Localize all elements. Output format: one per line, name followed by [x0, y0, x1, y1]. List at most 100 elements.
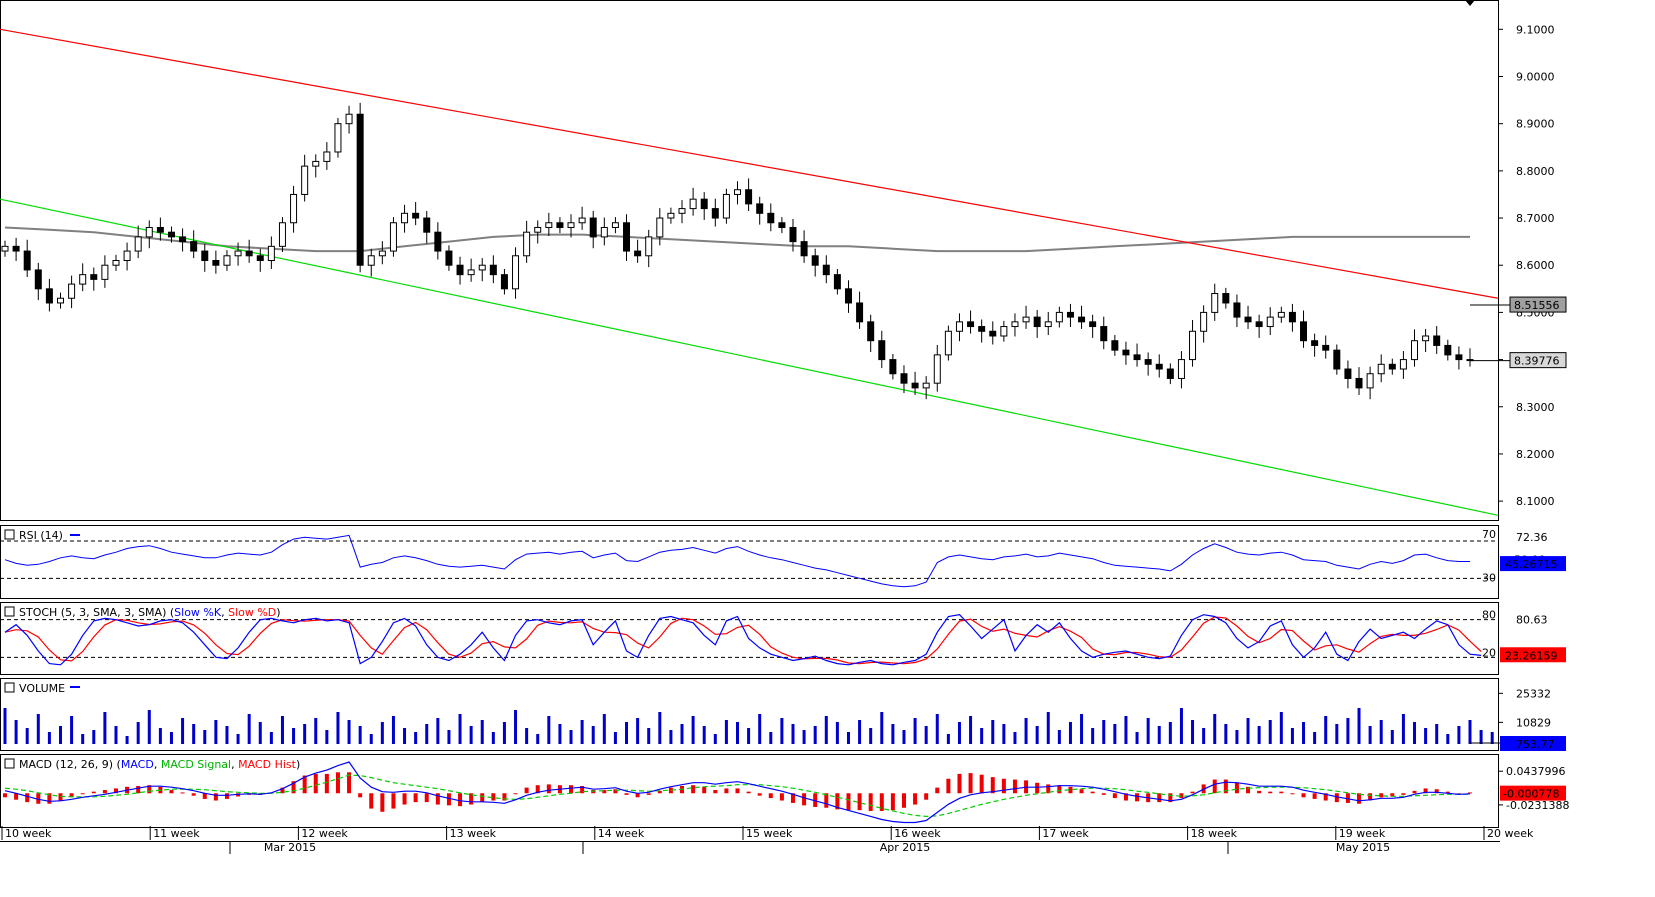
candle-body — [645, 236, 653, 257]
time-axis: 10 week 11 week 12 week 13 week 14 week 15 we… — [1, 826, 1534, 854]
candle-body — [1177, 359, 1185, 379]
scroll-marker-icon[interactable] — [1465, 0, 1475, 6]
rsi-level-label: 70 — [1482, 528, 1496, 541]
macd-hist-bar — [313, 773, 318, 794]
candle-body — [290, 193, 298, 224]
volume-bar — [125, 736, 129, 744]
candle-body — [1, 245, 9, 252]
candle-body — [234, 250, 242, 257]
volume-bar — [780, 718, 784, 744]
macd-hist-bar — [14, 793, 19, 800]
candle-body — [323, 151, 331, 162]
volume-bar — [591, 726, 595, 744]
candle-body — [445, 250, 453, 266]
volume-bar — [791, 724, 795, 744]
volume-bar — [1457, 726, 1461, 744]
volume-bar — [1202, 728, 1206, 744]
candle-body — [623, 222, 631, 252]
volume-bar — [824, 716, 828, 744]
volume-bar — [946, 734, 950, 744]
macd-label-prefix: MACD (12, 26, 9) — [19, 758, 113, 771]
macd-hist-bar — [80, 793, 85, 795]
macd-hist-bar — [469, 793, 474, 805]
volume-bar — [203, 730, 207, 744]
volume-bar — [891, 724, 895, 744]
macd-hist-bar — [324, 773, 329, 794]
stoch-title: STOCH (5, 3, SMA, 3, SMA) (Slow %K, Slow… — [4, 606, 281, 619]
stoch-close-box[interactable] — [4, 606, 15, 617]
macd-hist-bar — [935, 787, 940, 794]
price-axis: 9.10009.00008.90008.80008.70008.60008.50… — [1470, 23, 1567, 508]
macd-hist-bar — [1179, 793, 1184, 799]
stoch-value: 23.26159 — [1505, 649, 1558, 662]
macd-close-box[interactable] — [4, 758, 15, 769]
candle-body — [889, 359, 897, 375]
rsi-value: 45.26715 — [1505, 558, 1558, 571]
macd-hist-bar — [913, 793, 918, 805]
volume-bar — [303, 724, 307, 744]
macd-hist-bar — [702, 786, 707, 794]
candle-body — [512, 255, 520, 290]
candle-body — [811, 255, 819, 266]
macd-hist-bar — [1412, 790, 1417, 794]
volume-bar — [1046, 712, 1050, 744]
volume-bar — [1257, 726, 1261, 744]
candle-body — [145, 226, 153, 238]
candle-body — [1044, 321, 1052, 328]
candle-body — [1277, 311, 1285, 318]
volume-bar — [391, 716, 395, 744]
volume-bar — [469, 726, 473, 744]
candle-body — [1311, 340, 1319, 346]
macd-hist-bar — [1090, 791, 1095, 794]
volume-bar — [1346, 718, 1350, 744]
volume-bar — [1490, 732, 1494, 744]
price-tick-label: 8.8000 — [1516, 165, 1555, 178]
volume-bar — [1379, 720, 1383, 744]
volume-bar — [1213, 714, 1217, 744]
candle-body — [478, 264, 486, 271]
volume-close-box[interactable] — [4, 682, 15, 693]
macd-hist-bar — [724, 788, 729, 794]
macd-hist-bar — [169, 790, 174, 794]
candle-body — [867, 321, 875, 342]
stoch-d-name: Slow %D — [228, 606, 276, 619]
volume-value: 753.77 — [1516, 738, 1555, 751]
candle-body — [434, 231, 442, 252]
macd-value: -0.000778 — [1503, 788, 1559, 801]
volume-bar — [858, 720, 862, 744]
volume-bar — [713, 734, 717, 744]
volume-bar — [680, 724, 684, 744]
rsi-level-label: 30 — [1482, 571, 1496, 584]
rsi-panel-frame — [0, 525, 1499, 599]
rsi-close-box[interactable] — [4, 529, 15, 540]
candle-body — [800, 241, 808, 257]
candle-body — [1399, 359, 1407, 370]
stoch-label: STOCH (5, 3, SMA, 3, SMA) (Slow %K, Slow… — [19, 606, 281, 619]
macd-hist-bar — [291, 781, 296, 794]
volume-bar — [1191, 720, 1195, 744]
volume-bar — [1435, 724, 1439, 744]
volume-bar — [1057, 730, 1061, 744]
macd-line — [4, 761, 1471, 824]
stoch-tick-label: 80.63 — [1516, 613, 1548, 626]
candle-body — [1377, 363, 1385, 375]
volume-bar — [1401, 714, 1405, 744]
volume-bar — [669, 730, 673, 744]
volume-bar — [247, 714, 251, 744]
macd-hist-bar — [1312, 793, 1317, 799]
volume-bar — [1157, 726, 1161, 744]
volume-bar — [625, 722, 629, 744]
candle-body — [467, 269, 475, 276]
volume-bar — [1246, 718, 1250, 744]
rsi-label: RSI (14) — [19, 529, 63, 542]
candle-body — [1233, 302, 1241, 318]
macd-hist-name: MACD Hist — [238, 758, 297, 771]
volume-bar — [181, 718, 185, 744]
volume-bar — [70, 716, 74, 744]
macd-hist-bar — [435, 793, 440, 805]
candle-body — [1066, 311, 1074, 318]
macd-hist-bar — [1323, 793, 1328, 801]
volume-bar — [325, 730, 329, 744]
candle-body — [722, 193, 730, 219]
candle-body — [500, 274, 508, 290]
